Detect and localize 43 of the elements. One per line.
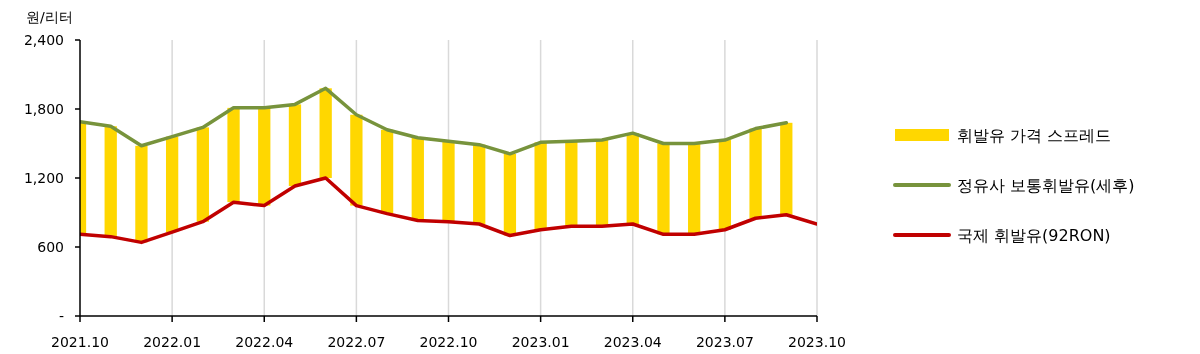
bar <box>657 143 670 235</box>
bar <box>411 137 424 221</box>
bar <box>319 88 332 178</box>
legend-label: 휘발유 가격 스프레드 <box>957 126 1112 145</box>
legend-label: 국제 휘발유(92RON) <box>957 226 1111 245</box>
bar <box>503 153 517 236</box>
bar <box>626 133 639 224</box>
bar <box>135 145 148 243</box>
y-tick-label: 1,200 <box>23 170 64 186</box>
bar <box>258 107 271 206</box>
legend-label: 정유사 보통휘발유(세후) <box>957 176 1135 195</box>
bar <box>780 122 793 215</box>
bar <box>718 140 732 230</box>
bar <box>688 143 701 235</box>
y-tick-label: - <box>58 308 64 324</box>
bar <box>595 140 609 227</box>
y-tick-label: 600 <box>37 239 64 255</box>
bar <box>288 104 302 187</box>
bar <box>380 129 394 214</box>
bar <box>104 126 117 237</box>
line-series <box>80 176 817 245</box>
y-tick-label: 2,400 <box>23 32 64 48</box>
bar <box>350 114 363 206</box>
line-series <box>80 86 789 156</box>
bar <box>565 141 578 227</box>
x-tick-label: 2022.01 <box>143 334 202 350</box>
bar <box>473 144 486 224</box>
x-tick-label: 2022.10 <box>419 334 478 350</box>
bar <box>227 107 240 203</box>
y-axis-title: 원/리터 <box>26 9 73 25</box>
bar <box>534 142 547 230</box>
bar <box>442 141 455 222</box>
x-tick-label: 2023.10 <box>788 334 846 350</box>
x-tick-label: 2023.01 <box>511 334 570 350</box>
x-tick-label: 2021.10 <box>51 334 109 350</box>
x-tick-label: 2023.04 <box>603 334 662 350</box>
y-tick-label: 1,800 <box>23 101 64 117</box>
x-tick-label: 2023.07 <box>695 334 754 350</box>
bar <box>165 136 179 233</box>
bar <box>749 128 762 219</box>
bar <box>196 127 209 222</box>
x-tick-label: 2022.07 <box>327 334 386 350</box>
x-tick-label: 2022.04 <box>235 334 294 350</box>
